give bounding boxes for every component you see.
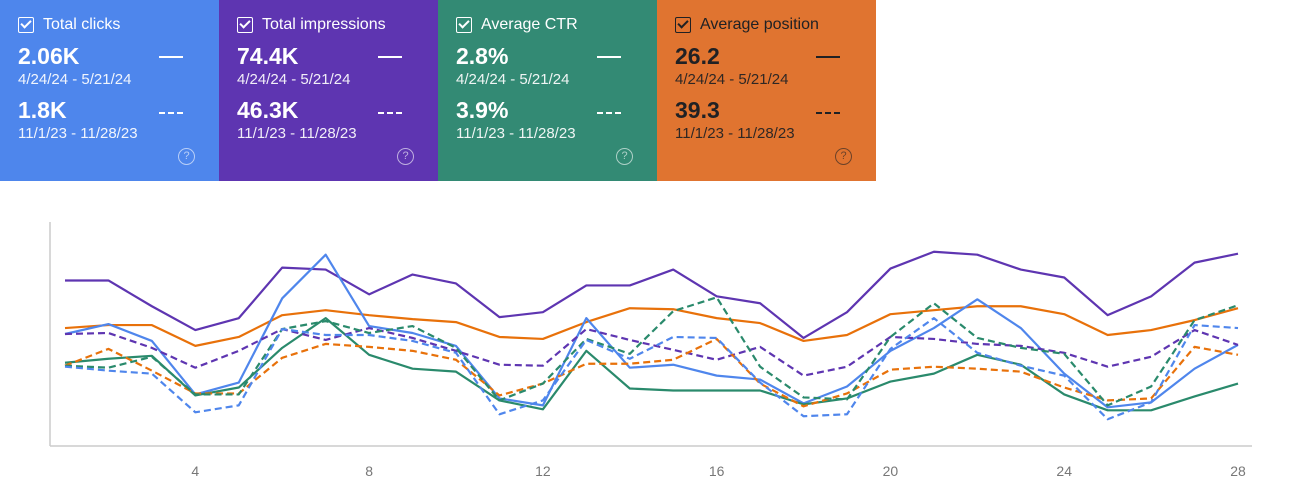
metric-card-clicks[interactable]: Total clicks 2.06K 4/24/24 - 5/21/24 1.8… (0, 0, 219, 181)
card-label: Average position (700, 16, 819, 33)
card-header[interactable]: Total impressions (237, 16, 420, 34)
metric-card-impressions[interactable]: Total impressions 74.4K 4/24/24 - 5/21/2… (219, 0, 438, 181)
solid-line-legend-icon (597, 56, 621, 58)
checkbox-icon[interactable] (18, 17, 34, 33)
solid-line-legend-icon (378, 56, 402, 58)
dashed-line-legend-icon (597, 112, 621, 114)
dashed-line-legend-icon (159, 112, 183, 114)
card-header[interactable]: Average position (675, 16, 858, 34)
x-tick-label: 20 (883, 463, 899, 479)
checkbox-icon[interactable] (237, 17, 253, 33)
x-tick-label: 24 (1056, 463, 1072, 479)
x-tick-label: 4 (191, 463, 199, 479)
previous-value: 3.9% (456, 97, 509, 123)
card-label: Average CTR (481, 16, 578, 33)
series-line-ctr-current (64, 317, 1239, 412)
card-label: Total clicks (43, 16, 121, 33)
help-icon[interactable]: ? (616, 148, 633, 165)
current-value: 2.8% (456, 43, 509, 69)
help-icon[interactable]: ? (835, 148, 852, 165)
help-icon[interactable]: ? (178, 148, 195, 165)
metric-card-ctr[interactable]: Average CTR 2.8% 4/24/24 - 5/21/24 3.9% … (438, 0, 657, 181)
solid-line-legend-icon (159, 56, 183, 58)
current-value: 74.4K (237, 43, 299, 69)
current-value: 26.2 (675, 43, 720, 69)
current-range: 4/24/24 - 5/21/24 (18, 71, 132, 88)
dashed-line-legend-icon (816, 112, 840, 114)
current-value: 2.06K (18, 43, 80, 69)
series-line-clicks-previous (64, 317, 1239, 421)
series-line-position-current (64, 305, 1239, 347)
current-range: 4/24/24 - 5/21/24 (675, 71, 789, 88)
x-tick-label: 12 (535, 463, 551, 479)
previous-range: 11/1/23 - 11/28/23 (675, 125, 795, 142)
previous-range: 11/1/23 - 11/28/23 (456, 125, 576, 142)
card-label: Total impressions (262, 16, 386, 33)
current-range: 4/24/24 - 5/21/24 (456, 71, 570, 88)
series-line-position-previous (64, 337, 1239, 408)
dashed-line-legend-icon (378, 112, 402, 114)
previous-value: 46.3K (237, 97, 299, 123)
checkbox-icon[interactable] (456, 17, 472, 33)
help-icon[interactable]: ? (397, 148, 414, 165)
previous-value: 1.8K (18, 97, 67, 123)
metric-card-position[interactable]: Average position 26.2 4/24/24 - 5/21/24 … (657, 0, 876, 181)
previous-range: 11/1/23 - 11/28/23 (18, 125, 138, 142)
previous-range: 11/1/23 - 11/28/23 (237, 125, 357, 142)
series-line-ctr-previous (64, 296, 1239, 407)
x-tick-label: 16 (709, 463, 725, 479)
series-line-impressions-current (65, 250, 1239, 340)
x-tick-label: 28 (1230, 463, 1246, 479)
card-header[interactable]: Average CTR (456, 16, 639, 34)
previous-value: 39.3 (675, 97, 720, 123)
metric-cards: Total clicks 2.06K 4/24/24 - 5/21/24 1.8… (0, 0, 876, 181)
solid-line-legend-icon (816, 56, 840, 58)
current-range: 4/24/24 - 5/21/24 (237, 71, 351, 88)
x-tick-label: 8 (365, 463, 373, 479)
series-line-impressions-previous (64, 326, 1239, 377)
card-header[interactable]: Total clicks (18, 16, 201, 34)
checkbox-icon[interactable] (675, 17, 691, 33)
